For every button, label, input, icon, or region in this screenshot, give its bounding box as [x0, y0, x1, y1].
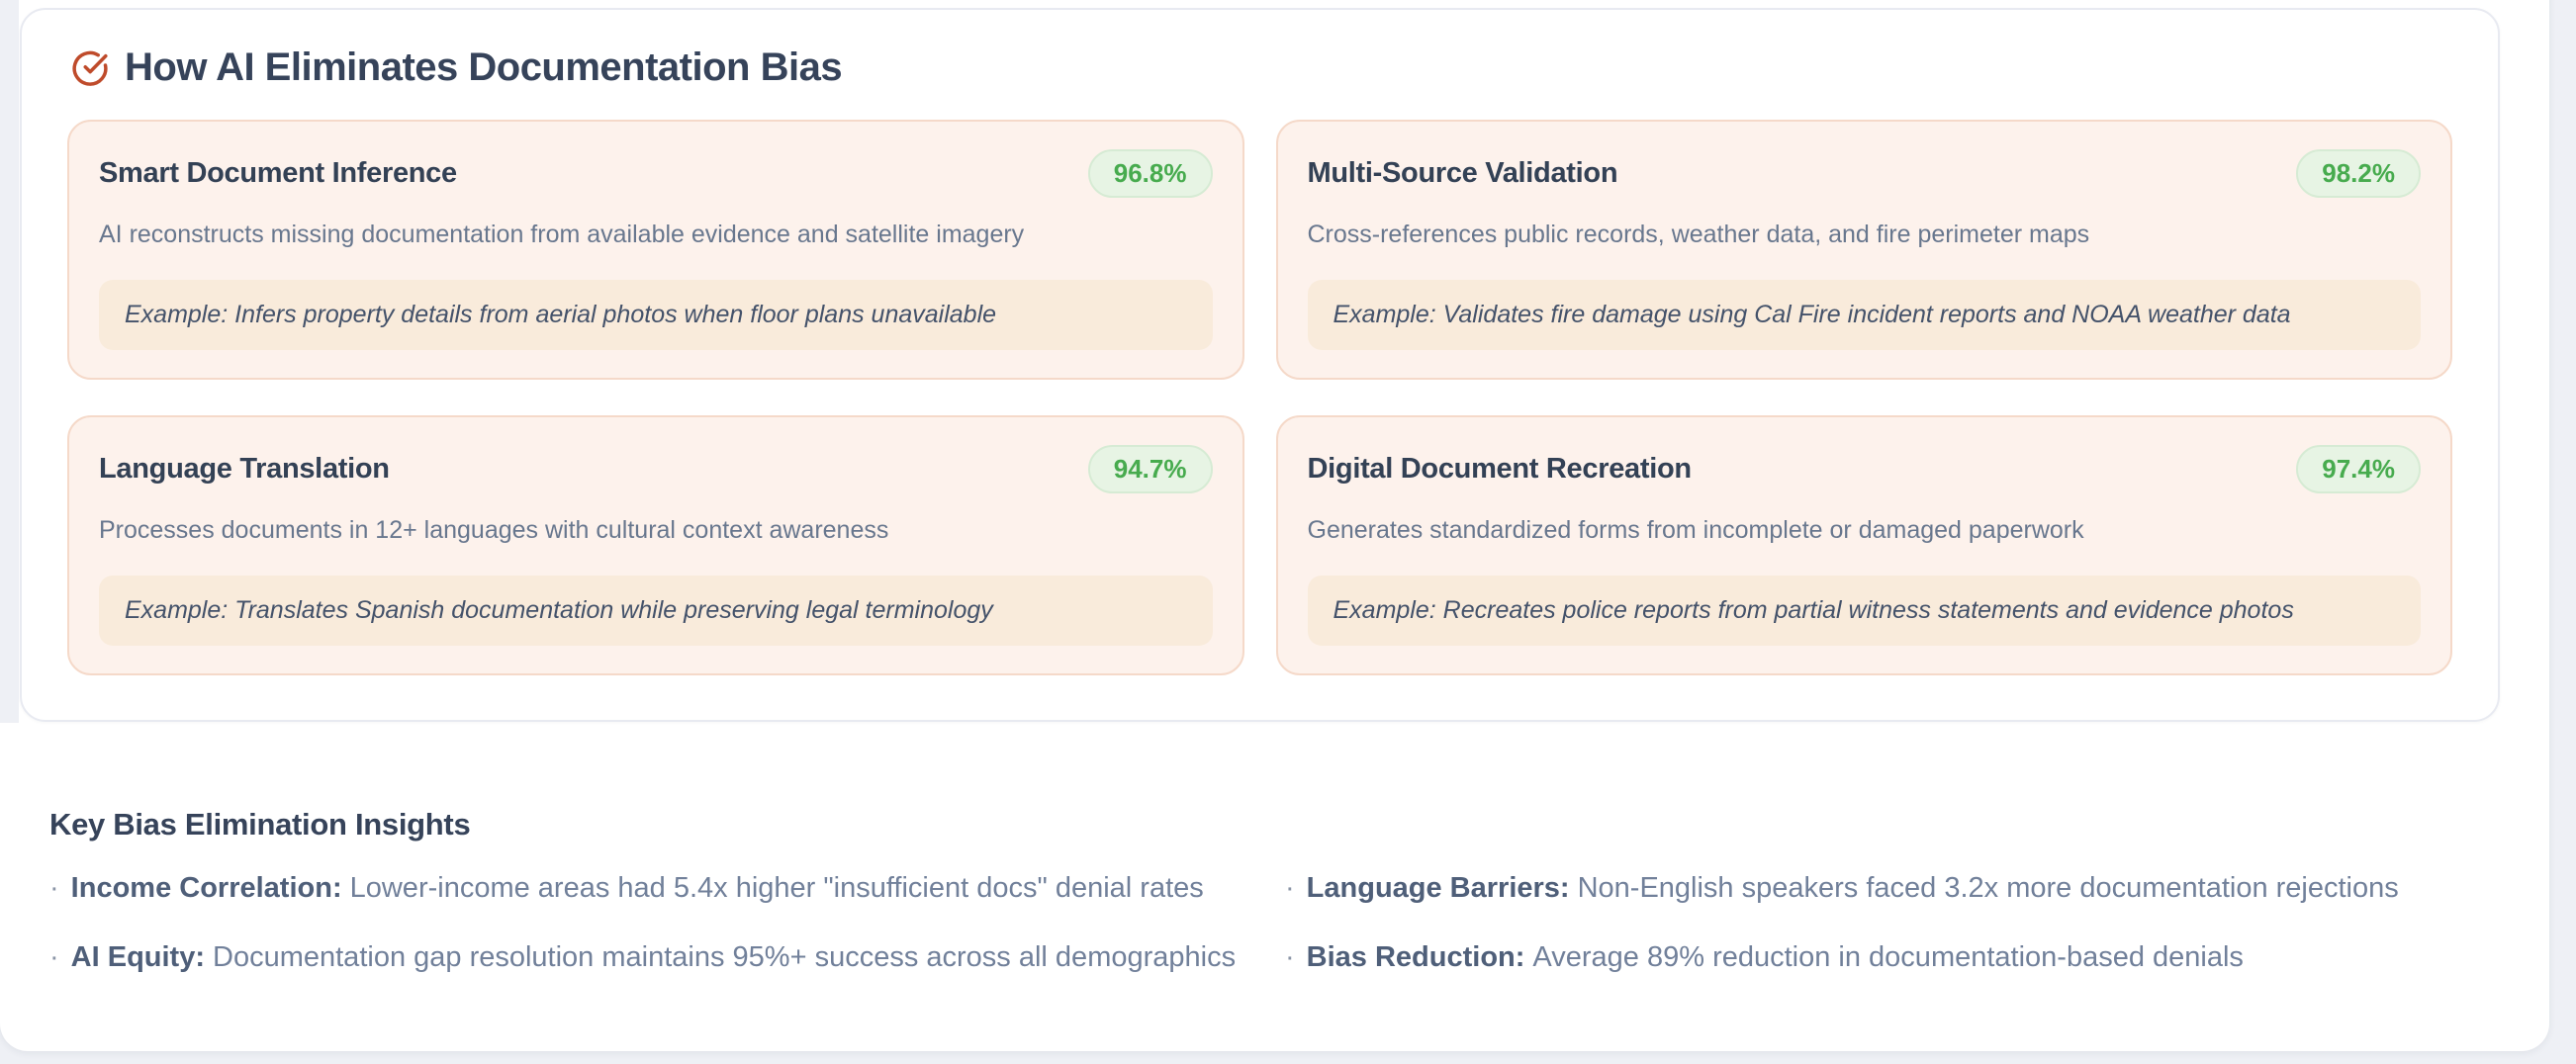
accuracy-badge: 97.4% [2296, 445, 2421, 493]
insights-title: Key Bias Elimination Insights [49, 807, 471, 842]
insight-text: Documentation gap resolution maintains 9… [213, 941, 1237, 974]
bullet-dot-icon: · [49, 941, 59, 974]
insight-label: Income Correlation: [70, 872, 342, 904]
card-example: Example: Infers property details from ae… [99, 279, 1213, 351]
card-description: AI reconstructs missing documentation fr… [99, 220, 1025, 248]
capability-card: Digital Document Recreation 97.4% Genera… [1275, 415, 2452, 676]
section-header: How AI Eliminates Documentation Bias [22, 10, 2498, 120]
card-title: Smart Document Inference [99, 156, 457, 189]
insight-text: Non-English speakers faced 3.2x more doc… [1577, 872, 2399, 904]
card-header: Language Translation 94.7% [99, 445, 1213, 493]
capability-cards-grid: Smart Document Inference 96.8% AI recons… [22, 120, 2498, 676]
insight-label: Language Barriers: [1306, 872, 1570, 904]
accuracy-badge: 98.2% [2296, 149, 2421, 198]
card-header: Multi-Source Validation 98.2% [1307, 149, 2421, 198]
insight-item: · AI Equity: Documentation gap resolution … [49, 939, 1265, 975]
card-description: Cross-references public records, weather… [1307, 220, 2090, 248]
card-example: Example: Validates fire damage using Cal… [1307, 279, 2421, 351]
card-example: Example: Translates Spanish documentatio… [99, 575, 1213, 647]
card-description: Processes documents in 12+ languages wit… [99, 515, 889, 544]
check-circle-icon [71, 49, 109, 87]
accuracy-badge: 94.7% [1087, 445, 1213, 493]
insight-label: AI Equity: [70, 941, 206, 974]
card-description: Generates standardized forms from incomp… [1307, 515, 2084, 544]
card-title: Digital Document Recreation [1307, 452, 1693, 485]
card-title: Multi-Source Validation [1307, 156, 1618, 189]
capability-card: Smart Document Inference 96.8% AI recons… [67, 120, 1244, 381]
capability-card: Multi-Source Validation 98.2% Cross-refe… [1275, 120, 2452, 381]
insight-label: Bias Reduction: [1306, 941, 1525, 974]
card-example: Example: Recreates police reports from p… [1307, 575, 2421, 647]
accuracy-badge: 96.8% [1087, 149, 1213, 198]
insight-item: · Bias Reduction: Average 89% reduction in… [1285, 939, 2501, 975]
insights-grid: · Income Correlation: Lower-income areas h… [49, 870, 2501, 976]
card-title: Language Translation [99, 452, 390, 485]
bullet-dot-icon: · [1285, 872, 1295, 904]
insight-item: · Income Correlation: Lower-income areas h… [49, 870, 1265, 906]
bullet-dot-icon: · [49, 872, 59, 904]
insight-item: · Language Barriers: Non-English speakers … [1285, 870, 2501, 906]
insight-text: Average 89% reduction in documentation-b… [1532, 941, 2244, 974]
section-title: How AI Eliminates Documentation Bias [125, 45, 843, 89]
card-header: Digital Document Recreation 97.4% [1307, 445, 2421, 493]
insight-text: Lower-income areas had 5.4x higher "insu… [349, 872, 1204, 904]
insights-section: Key Bias Elimination Insights · Income Co… [49, 807, 2501, 976]
capability-card: Language Translation 94.7% Processes doc… [67, 415, 1244, 676]
bullet-dot-icon: · [1285, 941, 1295, 974]
ai-bias-section: How AI Eliminates Documentation Bias Sma… [20, 8, 2500, 722]
page-background-gap [0, 0, 19, 723]
card-header: Smart Document Inference 96.8% [99, 149, 1213, 198]
